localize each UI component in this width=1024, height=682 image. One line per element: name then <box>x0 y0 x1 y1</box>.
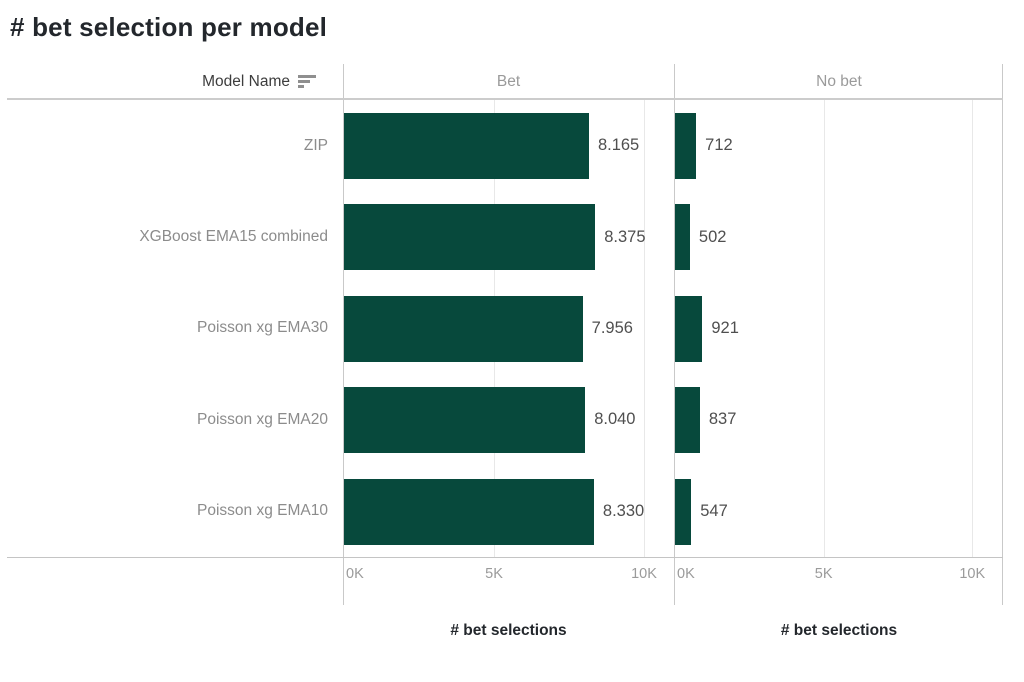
bar-bet[interactable] <box>344 478 594 545</box>
bar-value-label: 8.040 <box>594 410 636 429</box>
bar-value-label: 837 <box>708 410 737 429</box>
chart-title: # bet selection per model <box>10 12 328 42</box>
axis-tick-label: 10K <box>959 566 986 582</box>
bar-row: 502 <box>675 191 1002 282</box>
bar-row: 8.040 <box>344 374 674 465</box>
bar-no-bet[interactable] <box>675 295 703 362</box>
model-name-header[interactable]: Model Name <box>0 63 330 100</box>
gridline <box>823 100 825 557</box>
panel-header-bet: Bet <box>496 73 521 90</box>
bet-axis-ticks: 0K 5K 10K <box>344 566 674 590</box>
bar-bet[interactable] <box>344 387 586 454</box>
axis-baseline <box>7 557 1003 558</box>
row-label[interactable]: Poisson xg EMA10 <box>197 502 328 520</box>
row-labels-column: ZIP XGBoost EMA15 combined Poisson xg EMA3… <box>0 100 336 557</box>
no-bet-panel: 712 502 921 837 547 <box>675 100 1002 557</box>
bar-row: 921 <box>675 283 1002 374</box>
panel-divider-left <box>343 64 344 605</box>
row-label[interactable]: XGBoost EMA15 combined <box>139 228 328 246</box>
bet-panel: 8.165 8.375 7.956 8.040 8.330 <box>344 100 674 557</box>
bar-bet[interactable] <box>344 204 596 271</box>
bar-no-bet[interactable] <box>675 204 690 271</box>
bar-row: 8.375 <box>344 191 674 282</box>
bar-value-label: 502 <box>698 227 727 246</box>
bar-value-label: 8.330 <box>602 501 645 520</box>
axis-tick-label: 5K <box>485 566 503 582</box>
bar-row: 7.956 <box>344 283 674 374</box>
panel-border-right <box>1002 64 1003 605</box>
bar-row: 8.330 <box>344 466 674 557</box>
bar-row: 547 <box>675 466 1002 557</box>
no-bet-axis-title: # bet selections <box>780 622 898 639</box>
bar-no-bet[interactable] <box>675 113 697 179</box>
row-label[interactable]: Poisson xg EMA30 <box>197 319 328 337</box>
bet-axis-title: # bet selections <box>450 622 567 639</box>
sort-descending-icon[interactable] <box>298 75 316 88</box>
bar-value-label: 712 <box>705 136 733 155</box>
no-bet-axis-ticks: 0K 5K 10K <box>675 566 1002 590</box>
header-underline <box>7 98 1003 100</box>
row-label[interactable]: ZIP <box>303 136 328 154</box>
panel-header-no-bet: No bet <box>816 73 862 90</box>
bar-value-label: 547 <box>700 501 728 520</box>
bar-row: 712 <box>675 100 1002 191</box>
model-name-header-label: Model Name <box>202 72 290 90</box>
bar-no-bet[interactable] <box>675 478 692 545</box>
bar-value-label: 921 <box>711 318 739 337</box>
axis-tick-label: 5K <box>814 566 833 582</box>
bar-row: 8.165 <box>344 100 674 191</box>
gridline <box>972 100 974 557</box>
panel-divider-middle <box>674 64 675 605</box>
axis-tick-label: 0K <box>346 566 364 582</box>
gridline <box>644 100 645 557</box>
bar-no-bet[interactable] <box>675 387 700 454</box>
bar-bet[interactable] <box>344 295 583 362</box>
bar-bet[interactable] <box>344 113 589 179</box>
row-label[interactable]: Poisson xg EMA20 <box>197 410 328 428</box>
axis-tick-label: 0K <box>677 566 695 582</box>
bar-value-label: 8.165 <box>597 136 640 155</box>
axis-tick-label: 10K <box>631 566 657 582</box>
bar-row: 837 <box>675 374 1002 465</box>
bar-value-label: 8.375 <box>604 227 646 246</box>
bar-value-label: 7.956 <box>591 318 633 337</box>
